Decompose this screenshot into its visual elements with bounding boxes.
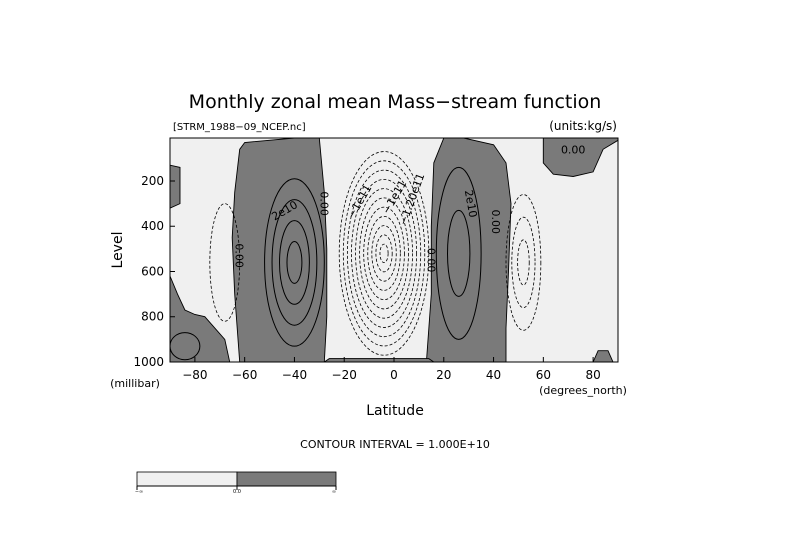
colorbar-tick-zero: 0.0	[233, 489, 241, 495]
contour-winter-hadley-cell-10	[379, 243, 389, 264]
chart-title: Monthly zonal mean Mass−stream function	[189, 91, 602, 113]
contour-label-1: 0.00	[317, 191, 330, 216]
contour-interval: CONTOUR INTERVAL = 1.000E+10	[300, 438, 490, 451]
colorbar-tick-max: ∞	[332, 489, 336, 495]
x-axis-unit: (degrees_north)	[539, 384, 627, 397]
x-tick-label-2: −40	[282, 368, 307, 382]
y-axis: 200 400 600 800 1000	[133, 174, 175, 369]
positive-region-nh-pole	[592, 350, 614, 362]
colorbar: −∞ 0.0 ∞	[135, 471, 337, 495]
x-tick-label-7: 60	[536, 368, 551, 382]
contour-northern-ferrel-cell-1	[511, 216, 536, 309]
contour-winter-hadley-cell-3	[351, 178, 418, 328]
contour-winter-hadley-cell-7	[367, 215, 401, 291]
x-tick-label-3: −20	[332, 368, 357, 382]
positive-region-sh-ferrel	[231, 138, 328, 362]
x-tick-label-0: −80	[182, 368, 207, 382]
x-tick-label-8: 80	[585, 368, 600, 382]
y-tick-label-1: 400	[141, 219, 164, 233]
plot-area: 2e10 0.000.00−1e11 −1e11−1.20e110.002e100.…	[133, 137, 619, 382]
contour-winter-hadley-cell-4	[355, 188, 413, 319]
contour-northern-ferrel-cell-0	[505, 194, 542, 331]
y-tick-label-2: 600	[141, 264, 164, 278]
contour-winter-hadley-cell-0	[338, 151, 430, 356]
contour-winter-hadley-cell-2	[346, 169, 422, 338]
contour-winter-hadley-cell-5	[359, 197, 409, 310]
contour-southern-ferrel-cell-0	[264, 178, 325, 347]
positive-region-surface-strip	[323, 358, 435, 362]
colorbar-tick-min: −∞	[135, 489, 143, 495]
x-tick-label-6: 40	[486, 368, 501, 382]
contour-label-8: 0.00	[489, 209, 502, 234]
contour-southern-ferrel-cell-3	[286, 241, 303, 284]
x-tick-label-4: 0	[390, 368, 398, 382]
contour-label-2: 0.00	[233, 243, 246, 268]
contour-southern-weak-negative-0	[209, 203, 241, 322]
contour-label-7: 2e10	[462, 189, 480, 219]
y-tick-label-3: 800	[141, 310, 164, 324]
y-tick-label-4: 1000	[133, 355, 164, 369]
contour-southern-polar-cell-0	[170, 332, 201, 361]
contour-winter-hadley-cell-1	[342, 160, 426, 347]
y-tick-label-0: 200	[141, 174, 164, 188]
contour-lines	[170, 151, 542, 361]
y-axis-label: Level	[110, 232, 126, 269]
positive-region-nh-upper	[542, 138, 618, 177]
contour-winter-hadley-cell-6	[363, 206, 405, 301]
positive-regions	[170, 138, 618, 362]
positive-region-nh-cell	[425, 138, 512, 362]
x-tick-label-1: −60	[232, 368, 257, 382]
file-label: [STRM_1988−09_NCEP.nc]	[173, 122, 306, 133]
contour-northern-hadley-extension-1	[447, 209, 471, 297]
contour-northern-hadley-extension-0	[435, 166, 482, 340]
x-axis: −80 −60 −40 −20 0 20 40 60 80	[182, 357, 601, 382]
contour-label-6: 0.00	[424, 248, 437, 273]
positive-region-sh-upper-edge	[170, 164, 181, 209]
contour-winter-hadley-cell-8	[371, 225, 397, 282]
x-tick-label-5: 20	[436, 368, 451, 382]
contour-winter-hadley-cell-9	[375, 234, 393, 273]
y-axis-unit: (millibar)	[110, 377, 160, 390]
contour-northern-ferrel-cell-2	[517, 239, 530, 286]
contour-southern-ferrel-cell-2	[279, 220, 310, 305]
units-label: (units:kg/s)	[549, 119, 617, 133]
x-axis-label: Latitude	[366, 403, 424, 419]
positive-region-sh-polar	[170, 275, 231, 362]
colorbar-positive-swatch	[236, 471, 337, 487]
contour-label-9: 0.00	[561, 143, 586, 156]
contour-southern-ferrel-cell-1	[271, 199, 318, 326]
colorbar-negative-swatch	[136, 471, 238, 487]
